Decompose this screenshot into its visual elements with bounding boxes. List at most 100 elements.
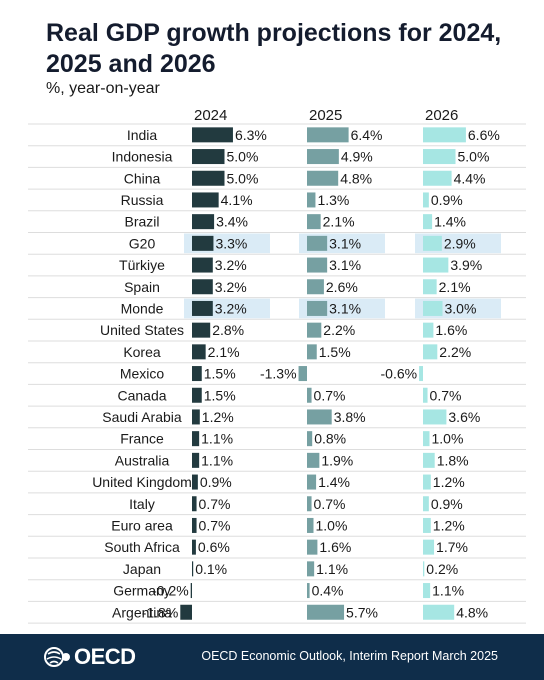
data-label: 4.4% xyxy=(454,170,486,186)
bar-2024 xyxy=(192,257,213,273)
category-label: United States xyxy=(100,322,184,338)
bar-2025 xyxy=(307,257,328,273)
data-label: 6.4% xyxy=(351,127,383,143)
bar-2026 xyxy=(423,409,447,425)
data-label: 1.1% xyxy=(316,561,348,577)
data-label: 3.1% xyxy=(329,300,361,316)
data-label: 4.8% xyxy=(340,170,372,186)
data-label: 1.4% xyxy=(318,474,350,490)
data-label: 5.0% xyxy=(458,149,490,165)
bar-2025 xyxy=(307,192,316,208)
bar-2025 xyxy=(307,149,339,165)
bar-2026 xyxy=(423,431,430,447)
bar-2025 xyxy=(307,127,349,143)
data-label: 0.6% xyxy=(198,539,230,555)
bar-2026 xyxy=(423,322,434,338)
bar-2025 xyxy=(307,387,312,403)
bar-2025 xyxy=(307,474,317,490)
data-label: 1.2% xyxy=(202,409,234,425)
oecd-globe-icon xyxy=(44,647,70,667)
data-label: 1.3% xyxy=(317,192,349,208)
bar-2024 xyxy=(192,409,200,425)
data-label: 3.4% xyxy=(216,214,248,230)
bar-2025 xyxy=(307,517,314,533)
bar-2024 xyxy=(192,431,200,447)
bar-2026 xyxy=(423,452,435,468)
data-label: -1.8% xyxy=(142,604,179,620)
data-label: 3.2% xyxy=(215,257,247,273)
category-label: Mexico xyxy=(120,366,165,382)
data-label: 0.7% xyxy=(430,387,462,403)
category-label: United Kingdom xyxy=(92,474,192,490)
data-label: 5.0% xyxy=(227,149,259,165)
bar-2024 xyxy=(192,517,197,533)
bar-2024 xyxy=(190,583,192,599)
bar-2025 xyxy=(307,235,328,251)
bar-2026 xyxy=(423,300,443,316)
data-label: 1.9% xyxy=(321,452,353,468)
data-label: 4.1% xyxy=(221,192,253,208)
data-label: -1.3% xyxy=(260,366,297,382)
data-label: 2.6% xyxy=(326,279,358,295)
category-label: Spain xyxy=(124,279,160,295)
data-label: 0.1% xyxy=(195,561,227,577)
data-label: 4.8% xyxy=(456,604,488,620)
data-label: 1.6% xyxy=(319,539,351,555)
data-label: 0.7% xyxy=(314,496,346,512)
data-label: 2.2% xyxy=(439,344,471,360)
bar-2024 xyxy=(192,539,196,555)
category-label: Italy xyxy=(129,496,155,512)
chart-subtitle: %, year-on-year xyxy=(46,80,160,97)
data-label: 0.9% xyxy=(431,496,463,512)
data-label: -0.6% xyxy=(381,366,418,382)
bar-2025 xyxy=(307,431,313,447)
bar-2026 xyxy=(423,583,431,599)
category-label: Argentina xyxy=(112,604,172,620)
oecd-logo: OECD xyxy=(44,644,136,670)
data-label: 5.0% xyxy=(227,170,259,186)
data-label: 1.7% xyxy=(436,539,468,555)
series-header-2026: 2026 xyxy=(425,107,458,124)
bar-2026 xyxy=(423,517,431,533)
bar-2026 xyxy=(423,344,438,360)
bar-2026 xyxy=(423,257,449,273)
data-label: 3.3% xyxy=(215,235,247,251)
data-label: 0.4% xyxy=(312,583,344,599)
bar-2026 xyxy=(423,387,428,403)
bar-2026 xyxy=(423,496,429,512)
category-label: South Africa xyxy=(104,539,180,555)
category-label: India xyxy=(127,127,158,143)
data-label: 3.1% xyxy=(329,257,361,273)
bar-2026 xyxy=(423,235,442,251)
data-label: 1.0% xyxy=(316,517,348,533)
bar-2024 xyxy=(192,496,197,512)
bar-2024 xyxy=(192,366,202,382)
data-label: 2.1% xyxy=(323,214,355,230)
data-label: 1.4% xyxy=(434,214,466,230)
data-label: 2.9% xyxy=(444,235,476,251)
data-label: 1.1% xyxy=(201,452,233,468)
category-label: Türkiye xyxy=(119,257,165,273)
data-label: 0.7% xyxy=(314,387,346,403)
data-label: 3.1% xyxy=(329,235,361,251)
bar-2026 xyxy=(423,561,425,577)
bar-2024 xyxy=(192,452,200,468)
category-label: Brazil xyxy=(124,214,159,230)
bar-2024 xyxy=(192,235,214,251)
data-label: 6.6% xyxy=(468,127,500,143)
bar-2025 xyxy=(307,583,310,599)
bar-2026 xyxy=(423,474,431,490)
bar-2026 xyxy=(423,127,466,143)
data-label: 2.1% xyxy=(208,344,240,360)
logo-text: OECD xyxy=(74,644,136,669)
data-label: 3.9% xyxy=(450,257,482,273)
category-label: Saudi Arabia xyxy=(102,409,182,425)
data-label: 5.7% xyxy=(346,604,378,620)
data-label: 4.9% xyxy=(341,149,373,165)
data-label: 1.2% xyxy=(433,517,465,533)
category-label: Russia xyxy=(121,192,164,208)
bar-2026 xyxy=(423,604,455,620)
bar-2024 xyxy=(192,127,233,143)
data-label: 2.2% xyxy=(323,322,355,338)
data-label: 1.1% xyxy=(432,583,464,599)
